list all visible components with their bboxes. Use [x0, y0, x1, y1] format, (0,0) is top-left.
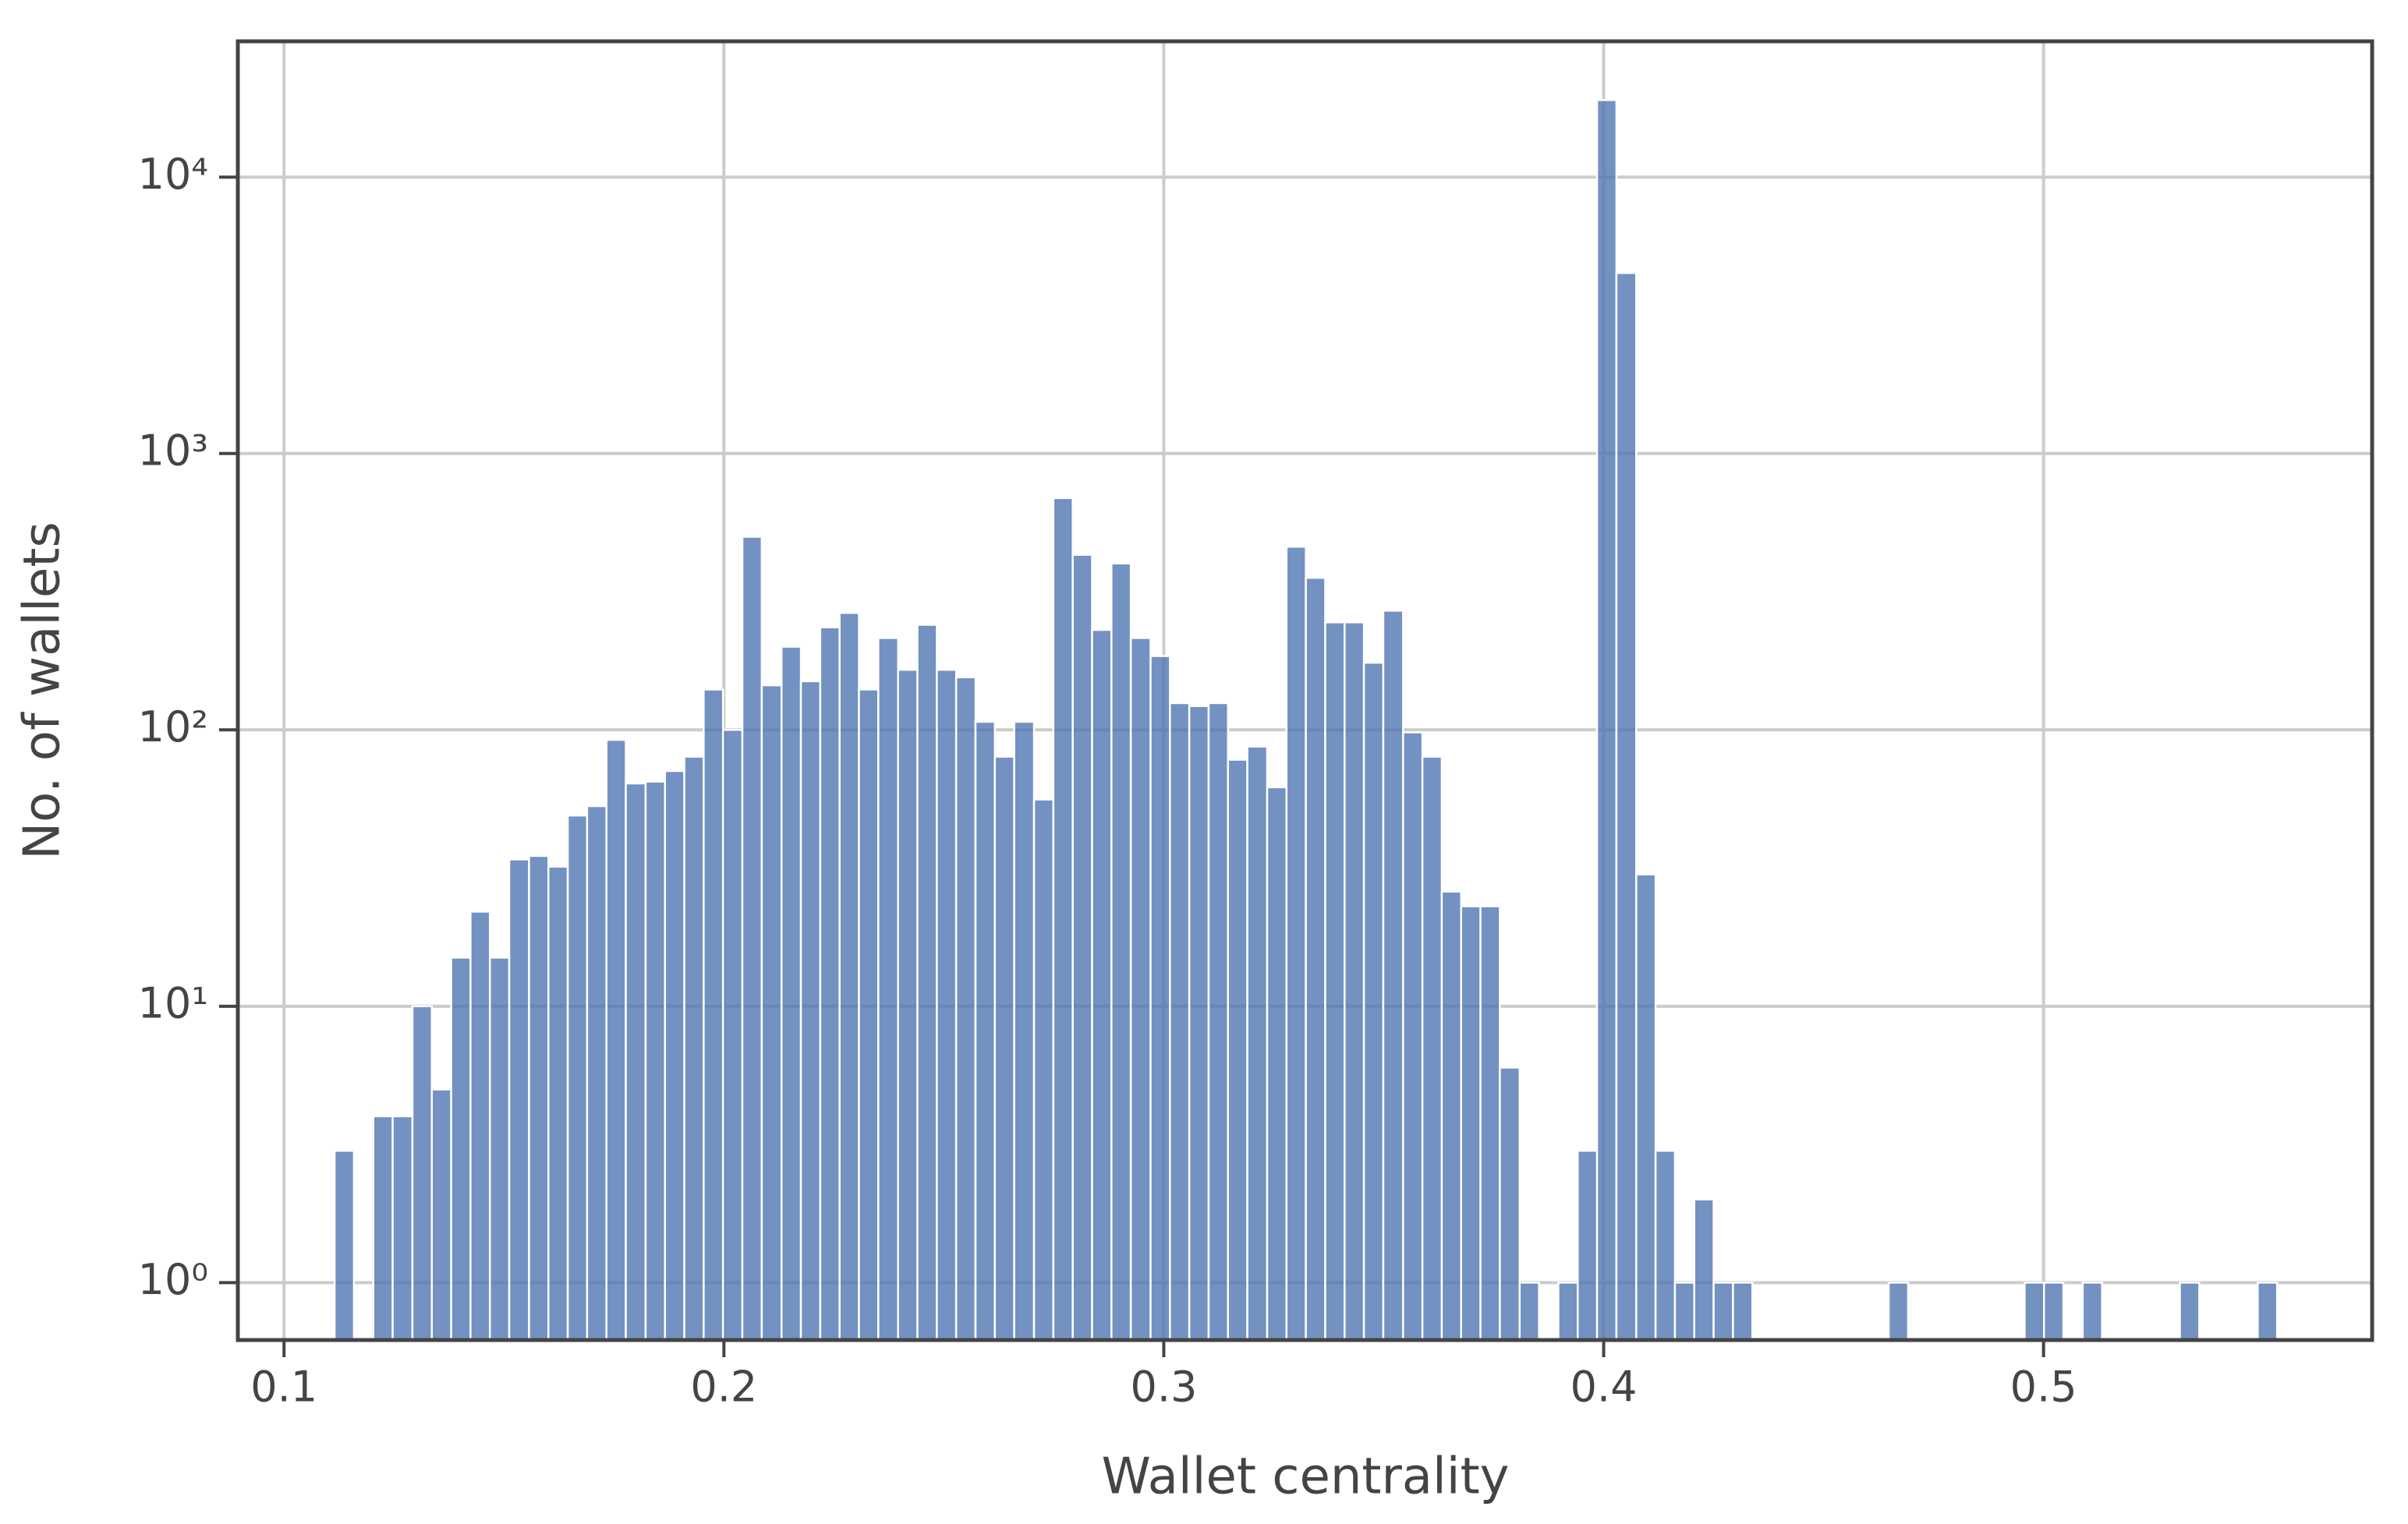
bar: [877, 637, 899, 1342]
bar: [1595, 99, 1618, 1342]
bar: [1421, 755, 1443, 1342]
bar: [1285, 546, 1307, 1342]
bar: [780, 645, 802, 1342]
bar: [1071, 553, 1093, 1342]
bar: [1635, 873, 1657, 1342]
bar: [1169, 702, 1191, 1342]
x-tick-label: 0.3: [1130, 1363, 1197, 1412]
bar: [2081, 1282, 2103, 1342]
bar: [625, 782, 647, 1342]
bar: [2024, 1282, 2045, 1342]
bar: [508, 858, 530, 1342]
bar: [760, 684, 783, 1342]
bar: [2042, 1282, 2065, 1342]
bar: [430, 1088, 452, 1342]
bar: [799, 680, 822, 1342]
bar: [391, 1115, 414, 1342]
bar: [897, 668, 919, 1342]
bar: [1246, 745, 1269, 1342]
bar: [605, 738, 627, 1342]
bar: [819, 626, 841, 1342]
bar: [1052, 497, 1074, 1342]
bar: [703, 688, 724, 1342]
bar: [1673, 1282, 1695, 1342]
bar: [1013, 720, 1036, 1342]
bar: [1305, 576, 1326, 1342]
bar: [1460, 905, 1482, 1342]
bar: [741, 536, 763, 1342]
bar: [1693, 1198, 1715, 1342]
bar: [1518, 1282, 1540, 1342]
bar: [2257, 1282, 2279, 1342]
bar: [566, 814, 589, 1342]
x-tick-label: 0.2: [690, 1363, 757, 1412]
bar: [1615, 271, 1638, 1342]
bar: [936, 668, 958, 1342]
bar: [664, 769, 685, 1342]
x-tick-label: 0.5: [2010, 1363, 2077, 1412]
bar: [1440, 890, 1463, 1342]
bar: [1227, 758, 1248, 1342]
bar: [644, 780, 666, 1342]
bar: [1032, 798, 1055, 1342]
bar: [1712, 1282, 1734, 1342]
bar: [1362, 661, 1385, 1342]
x-tick-label: 0.4: [1571, 1363, 1638, 1412]
y-axis-label: No. of wallets: [14, 522, 72, 860]
bar: [586, 804, 607, 1342]
bar: [333, 1149, 356, 1342]
bar: [1479, 905, 1501, 1342]
bar: [1207, 702, 1230, 1342]
bar: [1576, 1149, 1599, 1342]
y-tick-label: 10⁰: [138, 1255, 208, 1304]
bar: [469, 911, 491, 1342]
plot-frame: [235, 39, 2374, 1342]
bar: [450, 956, 472, 1342]
bar: [1110, 562, 1132, 1342]
bar: [1188, 705, 1210, 1342]
bar: [1091, 628, 1113, 1342]
x-axis-label: Wallet centrality: [1101, 1448, 1509, 1506]
y-tick-label: 10²: [138, 702, 208, 751]
bar: [547, 865, 569, 1342]
y-tick-label: 10⁴: [138, 150, 208, 199]
x-tick-label: 0.1: [250, 1363, 317, 1412]
bar: [1732, 1282, 1754, 1342]
bar: [838, 611, 860, 1342]
bar: [372, 1115, 394, 1342]
bar: [1557, 1282, 1579, 1342]
bar: [683, 755, 705, 1342]
bar: [1499, 1066, 1521, 1342]
bar: [1887, 1282, 1910, 1342]
bar: [488, 956, 511, 1342]
bar: [1402, 731, 1424, 1342]
bar: [1344, 621, 1365, 1342]
bar: [1149, 655, 1171, 1342]
bar: [1266, 786, 1288, 1342]
bar: [411, 1005, 434, 1342]
bar: [954, 676, 977, 1342]
y-tick-label: 10¹: [138, 978, 208, 1027]
bar: [2179, 1282, 2201, 1342]
bar: [974, 720, 997, 1342]
bar: [858, 688, 880, 1342]
bar: [1129, 637, 1152, 1342]
bar: [1382, 610, 1404, 1342]
y-tick-label: 10³: [138, 426, 208, 475]
bar: [721, 729, 744, 1342]
bar: [1324, 621, 1346, 1342]
bar: [528, 854, 550, 1342]
bar: [916, 624, 938, 1342]
bar: [993, 755, 1015, 1342]
bar: [1654, 1149, 1677, 1342]
